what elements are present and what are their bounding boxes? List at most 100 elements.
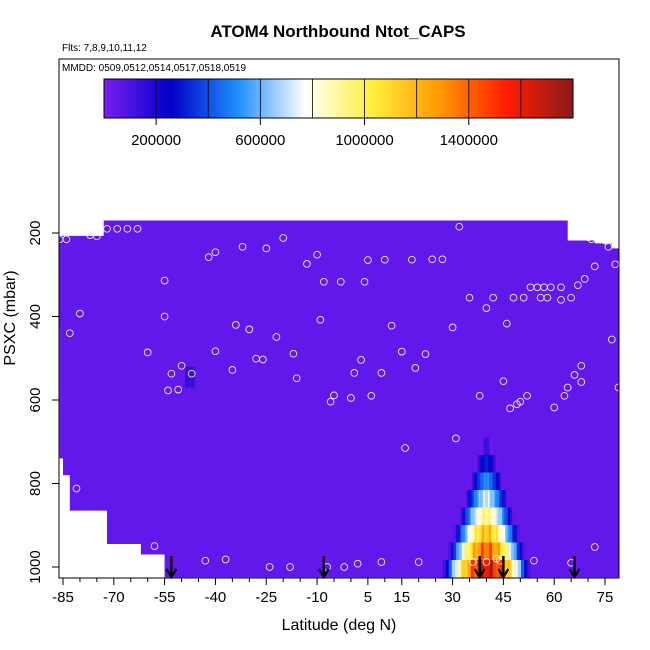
flight-point [414, 558, 423, 566]
heatmap-cell [476, 507, 479, 526]
flight-point [519, 293, 528, 302]
heatmap-cell [461, 542, 465, 561]
flight-point [642, 294, 649, 301]
flight-point [594, 231, 603, 239]
flight-point [523, 391, 531, 400]
flight-point [397, 347, 406, 356]
heatmap-cell [505, 542, 509, 561]
heatmap-cell [458, 542, 463, 561]
heatmap-cell [496, 455, 498, 473]
heatmap-cell [499, 560, 503, 578]
heatmap-cell [511, 560, 516, 578]
heatmap-cell [483, 490, 486, 508]
flight-point [448, 323, 457, 332]
heatmap-cell [481, 472, 484, 491]
x-tick-label: 5 [364, 589, 372, 606]
heatmap-cell [485, 455, 487, 473]
heatmap-cell [517, 560, 522, 578]
heatmap-cell [489, 490, 492, 508]
flight-point [499, 377, 508, 386]
heatmap-cell [478, 472, 480, 491]
flight-point [380, 255, 389, 264]
heatmap-cell [481, 455, 483, 473]
heatmap-cell [472, 525, 476, 543]
flight-point [347, 394, 355, 402]
flight-point [506, 404, 514, 413]
heatmap-cell [489, 560, 494, 578]
flight-point [577, 361, 586, 370]
flight-point [336, 277, 345, 286]
heatmap-cell [491, 455, 494, 473]
heatmap-cell [512, 525, 516, 543]
heatmap-cell [519, 542, 523, 561]
flight-point [509, 293, 518, 302]
heatmap-cell [492, 560, 497, 578]
flight-point [340, 563, 349, 571]
heatmap-cell [500, 525, 504, 543]
flight-point [160, 312, 169, 321]
heatmap-cell [493, 455, 495, 473]
heatmap-cell [499, 490, 501, 508]
heatmap-cell [480, 542, 485, 561]
heatmap-cell [478, 455, 480, 473]
heatmap-cell [487, 455, 489, 473]
flight-point [204, 253, 213, 262]
flight-point [289, 349, 298, 358]
y-tick-label: 200 [27, 220, 44, 245]
heatmap-cell [464, 542, 468, 561]
y-tick-label: 800 [27, 471, 44, 496]
flight-point [201, 556, 210, 565]
flight-point [262, 244, 271, 253]
flight-point [113, 224, 122, 233]
heatmap-cell [490, 455, 492, 473]
heatmap-cell [484, 507, 487, 526]
flight-point [590, 543, 599, 551]
x-axis: -85 -70 -55 -40 -25 -10 5 15 30 45 60 75 [52, 578, 613, 606]
heatmap-cell [479, 455, 481, 473]
flight-point [557, 283, 565, 292]
marker-arrow-head [165, 568, 178, 580]
flight-point [326, 397, 335, 406]
heatmap-cell [496, 507, 499, 526]
flight-point [143, 348, 152, 357]
heatmap-cell [497, 472, 499, 491]
flight-point [567, 293, 575, 302]
heatmap-cell [506, 490, 509, 508]
heatmap-cell [480, 560, 484, 578]
flight-point [350, 369, 359, 377]
heatmap-cell [482, 472, 485, 491]
flight-point [604, 242, 613, 251]
flight-point [577, 378, 586, 386]
flight-point [377, 369, 386, 377]
heatmap-cell [490, 472, 492, 491]
heatmap-cell [466, 507, 470, 526]
flight-point [259, 355, 267, 364]
x-tick-label: -40 [205, 589, 227, 606]
x-tick-label: 15 [393, 589, 410, 606]
heatmap-cell [492, 490, 495, 508]
y-axis: 200 400 600 800 1000 [27, 220, 59, 584]
x-tick-label: -70 [103, 589, 125, 606]
heatmap-cell [488, 455, 490, 473]
heatmap-cell [486, 560, 490, 578]
heatmap-cell [508, 542, 512, 561]
heatmap-cell [486, 455, 488, 473]
x-tick-label: 45 [495, 589, 512, 606]
heatmap-cell [504, 507, 507, 526]
marker-arrows [165, 556, 581, 580]
heatmap-cell [451, 560, 456, 578]
heatmap-cell [514, 525, 518, 543]
heatmap-cell [505, 560, 509, 578]
flight-point [560, 391, 569, 400]
flight-point [563, 383, 572, 392]
heatmap-cell [455, 525, 459, 543]
heatmap-cell [460, 525, 464, 543]
heatmap-cell [488, 525, 492, 543]
heatmap-cell [497, 490, 500, 508]
heatmap-cell [488, 507, 491, 526]
flight-point [313, 250, 321, 259]
heatmap-cell [491, 490, 494, 508]
flight-point [238, 242, 247, 251]
heatmap-cell [479, 472, 481, 491]
